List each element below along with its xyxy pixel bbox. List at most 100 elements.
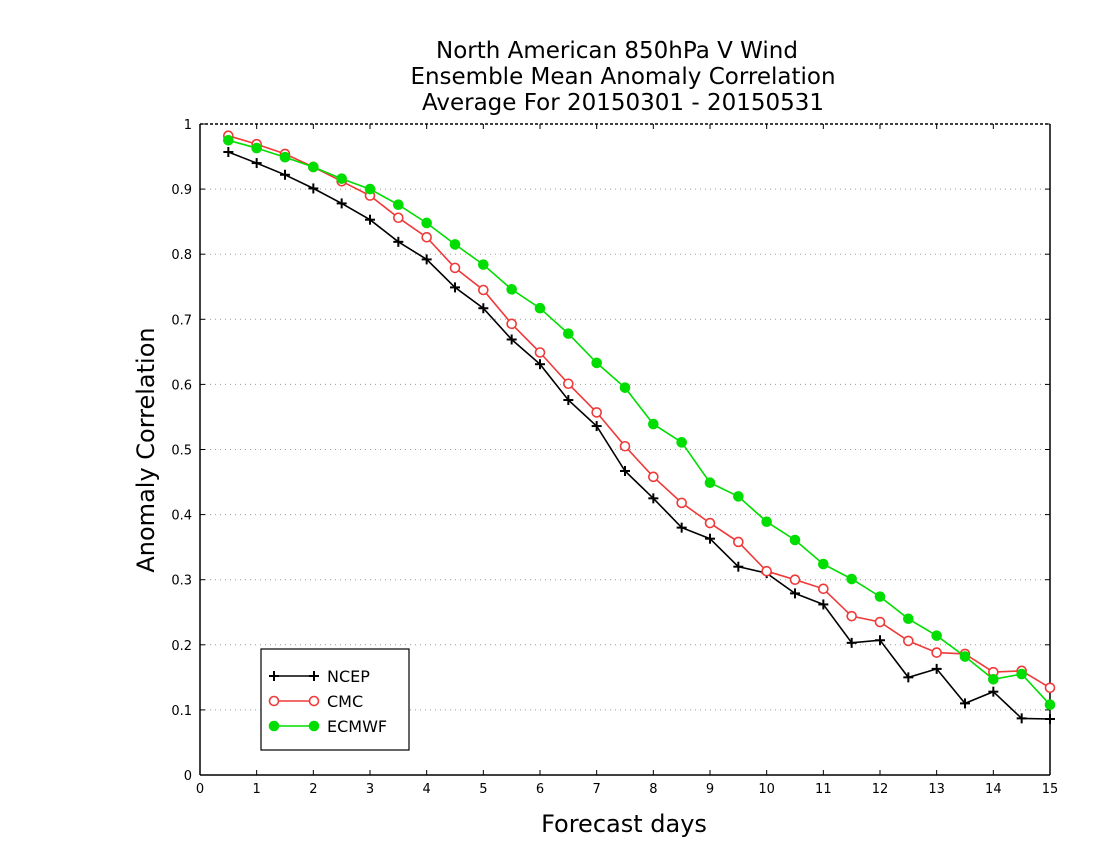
data-point-ncep bbox=[450, 282, 460, 293]
data-point-ecmwf bbox=[789, 534, 801, 546]
data-point-ncep bbox=[790, 588, 800, 599]
legend-label: CMC bbox=[327, 692, 363, 711]
x-tick-label: 8 bbox=[649, 782, 657, 797]
x-axis-title: Forecast days bbox=[541, 810, 707, 838]
data-point-ecmwf bbox=[393, 199, 404, 211]
data-point-ecmwf bbox=[449, 239, 461, 250]
data-point-ncep bbox=[280, 169, 290, 180]
y-tick-label: 1 bbox=[184, 118, 192, 133]
data-point-ncep bbox=[591, 421, 602, 432]
data-point-cmc bbox=[733, 536, 744, 548]
data-point-cmc bbox=[393, 212, 404, 224]
y-tick-label: 0.6 bbox=[171, 378, 192, 393]
data-point-ncep bbox=[818, 599, 829, 610]
x-tick-label: 0 bbox=[196, 782, 204, 797]
x-tick-label: 13 bbox=[928, 782, 945, 797]
data-point-ncep bbox=[506, 334, 517, 345]
data-point-ecmwf bbox=[818, 558, 829, 570]
data-point-ncep bbox=[563, 395, 574, 406]
data-point-cmc bbox=[1044, 682, 1056, 694]
y-tick-label: 0 bbox=[184, 769, 192, 784]
x-tick-label: 1 bbox=[253, 782, 261, 797]
data-point-cmc bbox=[478, 284, 489, 296]
data-point-cmc bbox=[818, 583, 829, 595]
data-point-ecmwf bbox=[648, 418, 659, 430]
legend-marker bbox=[268, 720, 280, 732]
data-point-cmc bbox=[846, 610, 857, 622]
data-point-ncep bbox=[903, 672, 914, 683]
legend-box bbox=[260, 648, 410, 751]
data-point-ecmwf bbox=[1044, 699, 1056, 710]
data-point-ncep bbox=[251, 158, 262, 169]
x-tick-label: 10 bbox=[758, 782, 775, 797]
series-line-ncep bbox=[228, 151, 1051, 720]
y-axis-title: Anomaly Correlation bbox=[132, 327, 160, 572]
series-lines bbox=[223, 130, 1056, 725]
data-point-ecmwf bbox=[251, 142, 262, 154]
y-tick-label: 0.4 bbox=[171, 509, 192, 524]
x-tick-label: 5 bbox=[479, 782, 487, 797]
x-tick-label: 7 bbox=[593, 782, 601, 797]
data-point-ncep bbox=[393, 236, 404, 247]
series-ecmwf bbox=[223, 134, 1056, 710]
data-point-ncep bbox=[223, 146, 234, 157]
x-tick-label: 6 bbox=[536, 782, 544, 797]
data-point-ecmwf bbox=[364, 183, 376, 195]
data-point-ncep bbox=[988, 686, 999, 697]
data-point-cmc bbox=[591, 407, 602, 418]
data-point-ecmwf bbox=[478, 259, 489, 270]
y-tick-label: 0.3 bbox=[171, 574, 192, 589]
data-point-ecmwf bbox=[988, 674, 999, 685]
chart-title-line-3: Average For 20150301 - 20150531 bbox=[422, 90, 824, 116]
legend-marker bbox=[309, 671, 319, 681]
data-point-ncep bbox=[733, 561, 744, 572]
data-point-ncep bbox=[1016, 713, 1027, 724]
data-point-cmc bbox=[789, 574, 801, 586]
x-tick-label: 3 bbox=[366, 782, 374, 797]
legend-item-ecmwf: ECMWF bbox=[268, 717, 387, 736]
data-point-ecmwf bbox=[563, 328, 574, 339]
y-tick-label: 0.9 bbox=[171, 183, 192, 198]
tick-labels: 0 1 2 3 4 5 6 7 8 9 10 11 12 13 14 1500.10.20.30.40.50.… bbox=[171, 118, 1058, 797]
x-tick-label: 2 bbox=[309, 782, 317, 797]
series-line-ecmwf bbox=[228, 139, 1051, 706]
data-point-ncep bbox=[421, 254, 432, 265]
data-point-ncep bbox=[846, 637, 857, 648]
data-point-ncep bbox=[478, 303, 489, 314]
chart-title-line-2: Ensemble Mean Anomaly Correlation bbox=[410, 64, 835, 90]
chart-title-line-1: North American 850hPa V Wind bbox=[436, 38, 798, 64]
data-point-cmc bbox=[506, 318, 517, 330]
data-point-cmc bbox=[534, 347, 546, 358]
y-tick-label: 0.5 bbox=[171, 444, 192, 459]
data-point-ecmwf bbox=[903, 613, 914, 625]
y-tick-label: 0.8 bbox=[171, 248, 192, 263]
y-tick-label: 0.7 bbox=[171, 313, 192, 328]
data-point-ecmwf bbox=[733, 491, 744, 502]
data-point-ecmwf bbox=[846, 573, 857, 585]
legend-item-cmc: CMC bbox=[268, 692, 363, 711]
data-point-ncep bbox=[1045, 714, 1055, 725]
data-point-cmc bbox=[704, 517, 716, 529]
data-point-cmc bbox=[874, 616, 886, 628]
x-tick-label: 14 bbox=[985, 782, 1002, 797]
data-point-cmc bbox=[903, 635, 914, 647]
data-point-ecmwf bbox=[959, 651, 971, 662]
legend-label: ECMWF bbox=[327, 717, 387, 736]
data-point-ecmwf bbox=[704, 477, 716, 489]
legend-item-ncep: NCEP bbox=[269, 667, 370, 686]
data-point-ncep bbox=[336, 198, 347, 209]
legend-label: NCEP bbox=[327, 667, 370, 686]
series-cmc bbox=[223, 130, 1056, 694]
series-ncep bbox=[223, 146, 1055, 725]
series-line-cmc bbox=[228, 134, 1051, 689]
data-point-cmc bbox=[676, 497, 687, 509]
data-point-ncep bbox=[620, 465, 630, 476]
legend-marker bbox=[308, 695, 320, 707]
data-point-ecmwf bbox=[336, 173, 347, 184]
data-point-ecmwf bbox=[308, 161, 319, 173]
chart-title: North American 850hPa V Wind Ensemble Me… bbox=[410, 38, 835, 116]
data-point-cmc bbox=[931, 647, 942, 658]
data-point-ncep bbox=[308, 183, 319, 194]
